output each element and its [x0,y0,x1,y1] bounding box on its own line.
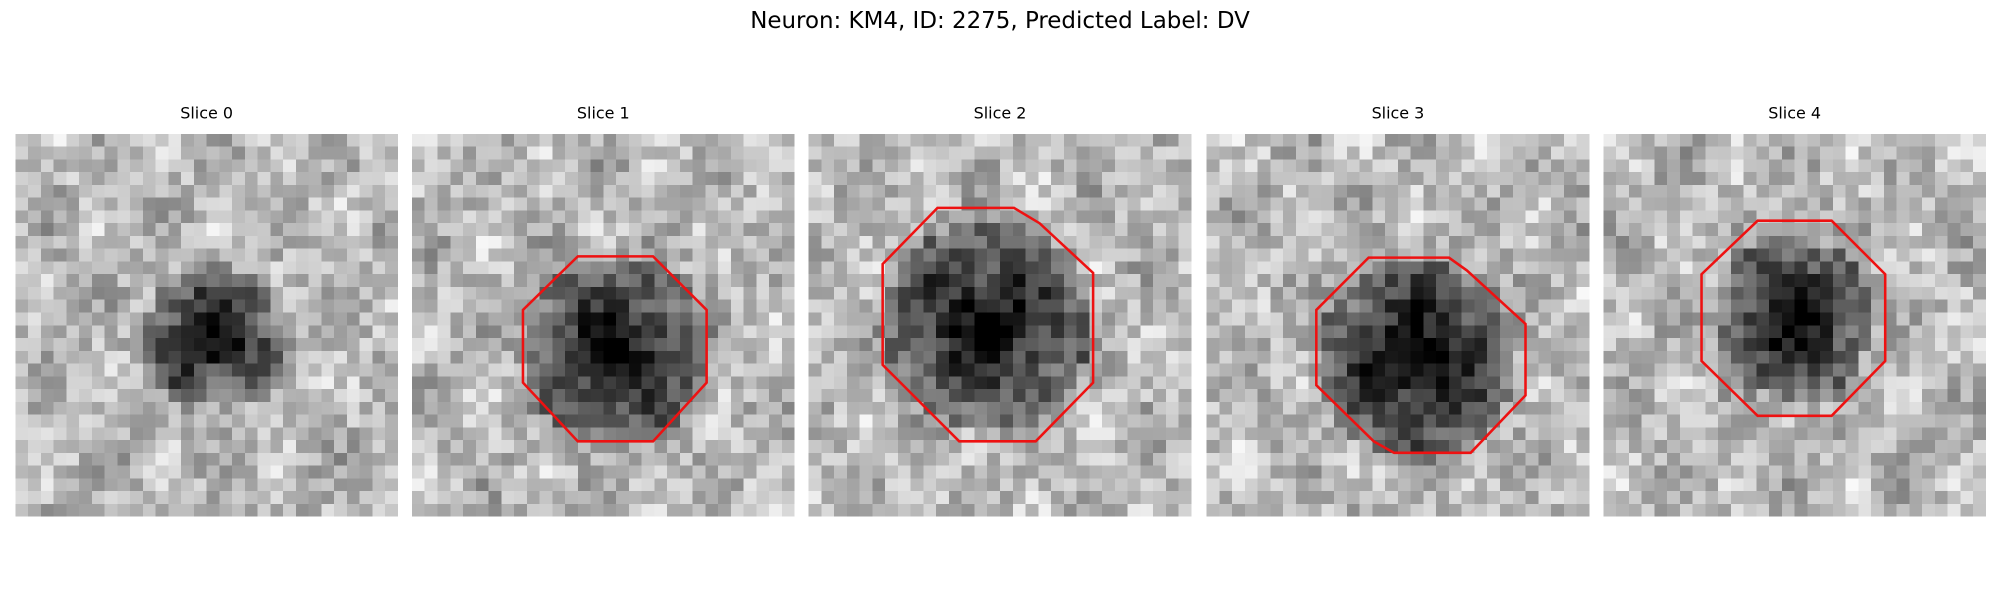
slice-panel: Slice 4 [1603,104,1986,517]
roi-outline [521,255,708,443]
slice-image [15,133,398,517]
roi-outline [1315,256,1527,455]
slice-image [1603,133,1986,517]
slice-title: Slice 1 [577,104,630,123]
slice-panel: Slice 3 [1206,104,1590,517]
slice-title: Slice 2 [974,104,1027,123]
slice-image [808,133,1192,517]
slice-title: Slice 4 [1768,104,1821,123]
slice-title: Slice 0 [180,104,233,123]
roi-outline [881,206,1095,443]
slice-panel: Slice 2 [808,104,1192,517]
figure-title: Neuron: KM4, ID: 2275, Predicted Label: … [750,8,1250,34]
slice-panel: Slice 1 [411,104,795,517]
slice-image [1206,133,1590,517]
roi-outline [1700,219,1887,418]
slice-image [411,133,795,517]
slice-title: Slice 3 [1372,104,1425,123]
slice-panel: Slice 0 [15,104,398,517]
